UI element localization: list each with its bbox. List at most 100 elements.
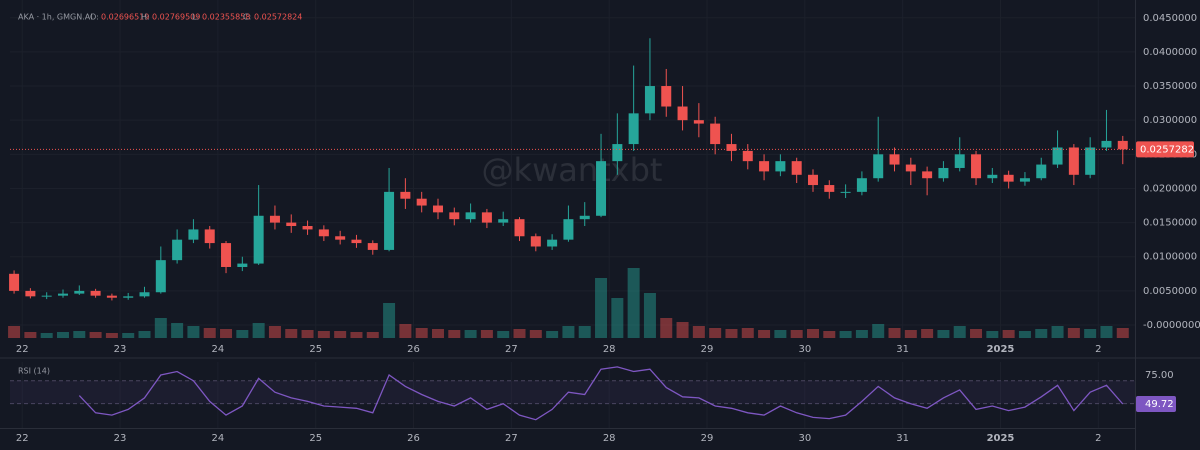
volume-bar [268,326,281,338]
candle-body [1085,147,1096,175]
x-tick-label: 23 [114,433,127,444]
candle-body [41,295,52,297]
candle-body [351,239,362,244]
volume-bar [187,326,200,338]
volume-bar [611,298,624,338]
candle-body [367,243,378,250]
candle-body [1117,140,1128,150]
volume-bar [203,328,216,338]
candle-body [465,212,476,220]
candle-body [1101,140,1112,148]
volume-bar [921,329,934,338]
rsi-line [78,366,1124,421]
candle-body [335,236,346,240]
volume-bar [171,323,184,338]
y-tick-label: 0.0050000 [1143,286,1197,297]
candle-body [954,154,965,168]
volume-bar [513,329,526,338]
candle-body [971,154,982,179]
x-tick-label: 2025 [987,344,1015,355]
candle-body [677,106,688,121]
volume-bar [953,326,966,338]
candle-body [514,219,525,237]
volume-bar [24,332,37,338]
volume-bar [627,268,640,338]
x-tick-label: 23 [114,344,127,355]
volume-bar [220,329,233,338]
volume-bar [643,293,656,338]
volume-bar [1018,331,1031,338]
volume-bar [823,331,836,338]
ohlc-label: C: [243,13,251,22]
candle-body [90,290,101,296]
volume-bar [1035,329,1048,338]
volume-bar [986,331,999,338]
volume-bar [480,330,493,338]
volume-bar [1051,326,1064,338]
volume-bar [8,326,21,338]
x-tick-label: 31 [896,344,909,355]
volume-bar [937,330,950,338]
volume-bar [40,333,53,338]
candle-body [1052,147,1063,165]
x-tick-label: 29 [701,344,714,355]
candle-body [726,144,737,151]
candle-body [204,229,215,244]
volume-bar [285,329,298,338]
candle-body [139,292,150,297]
candle-body [987,174,998,179]
ohlc-label: L: [192,13,199,22]
volume-bar [839,331,852,338]
grid [10,0,1135,428]
volume-bar [855,330,868,338]
watermark: @kwantxbt [482,151,663,189]
candle-body [1019,178,1030,182]
candle-body [938,167,949,179]
y-tick-label: 0.0450000 [1143,13,1197,24]
candle-body [775,161,786,172]
y-tick-label: 0.0400000 [1143,47,1197,58]
volume-bar [1002,330,1015,338]
x-tick-label: 27 [505,433,518,444]
volume-bar [350,332,363,338]
volume-bar [73,331,86,338]
ohlc-label: H: [141,13,150,22]
candle-body [1036,164,1047,179]
candle-body [759,161,770,172]
candle-body [563,219,574,240]
candle-body [269,215,280,223]
volume-bar [464,330,477,338]
chart-title: AKA · 1h, GMGN.AI [18,13,93,22]
volume-bar [595,278,608,338]
volume-bar [676,322,689,338]
candle-body [155,260,166,293]
volume-bar [122,333,135,338]
candles [9,38,1128,301]
candle-body [253,215,264,264]
candle-body [693,120,704,124]
rsi-badge [1136,395,1176,412]
x-tick-label: 28 [603,344,616,355]
candle-body [432,205,443,213]
volume-bar [709,328,722,338]
volume-bars [8,268,1129,338]
x-tick-label: 25 [309,344,322,355]
volume-bar [415,328,428,338]
volume-bar [872,324,885,338]
x-tick-label: 24 [212,344,225,355]
volume-bar [970,329,983,338]
x-tick-label: 2025 [987,433,1015,444]
volume-bar [301,330,314,338]
candle-body [840,191,851,193]
x-tick-label: 30 [798,344,811,355]
candle-body [302,226,313,230]
candle-body [9,273,20,291]
x-tick-label: 2 [1095,433,1101,444]
volume-bar [334,331,347,338]
ohlc-value: 0.02696519 [101,13,149,22]
volume-bar [529,330,542,338]
volume-bar [252,323,265,338]
volume-bar [317,331,330,338]
indicator-title: RSI (14) [18,367,50,376]
candle-body [221,243,232,267]
